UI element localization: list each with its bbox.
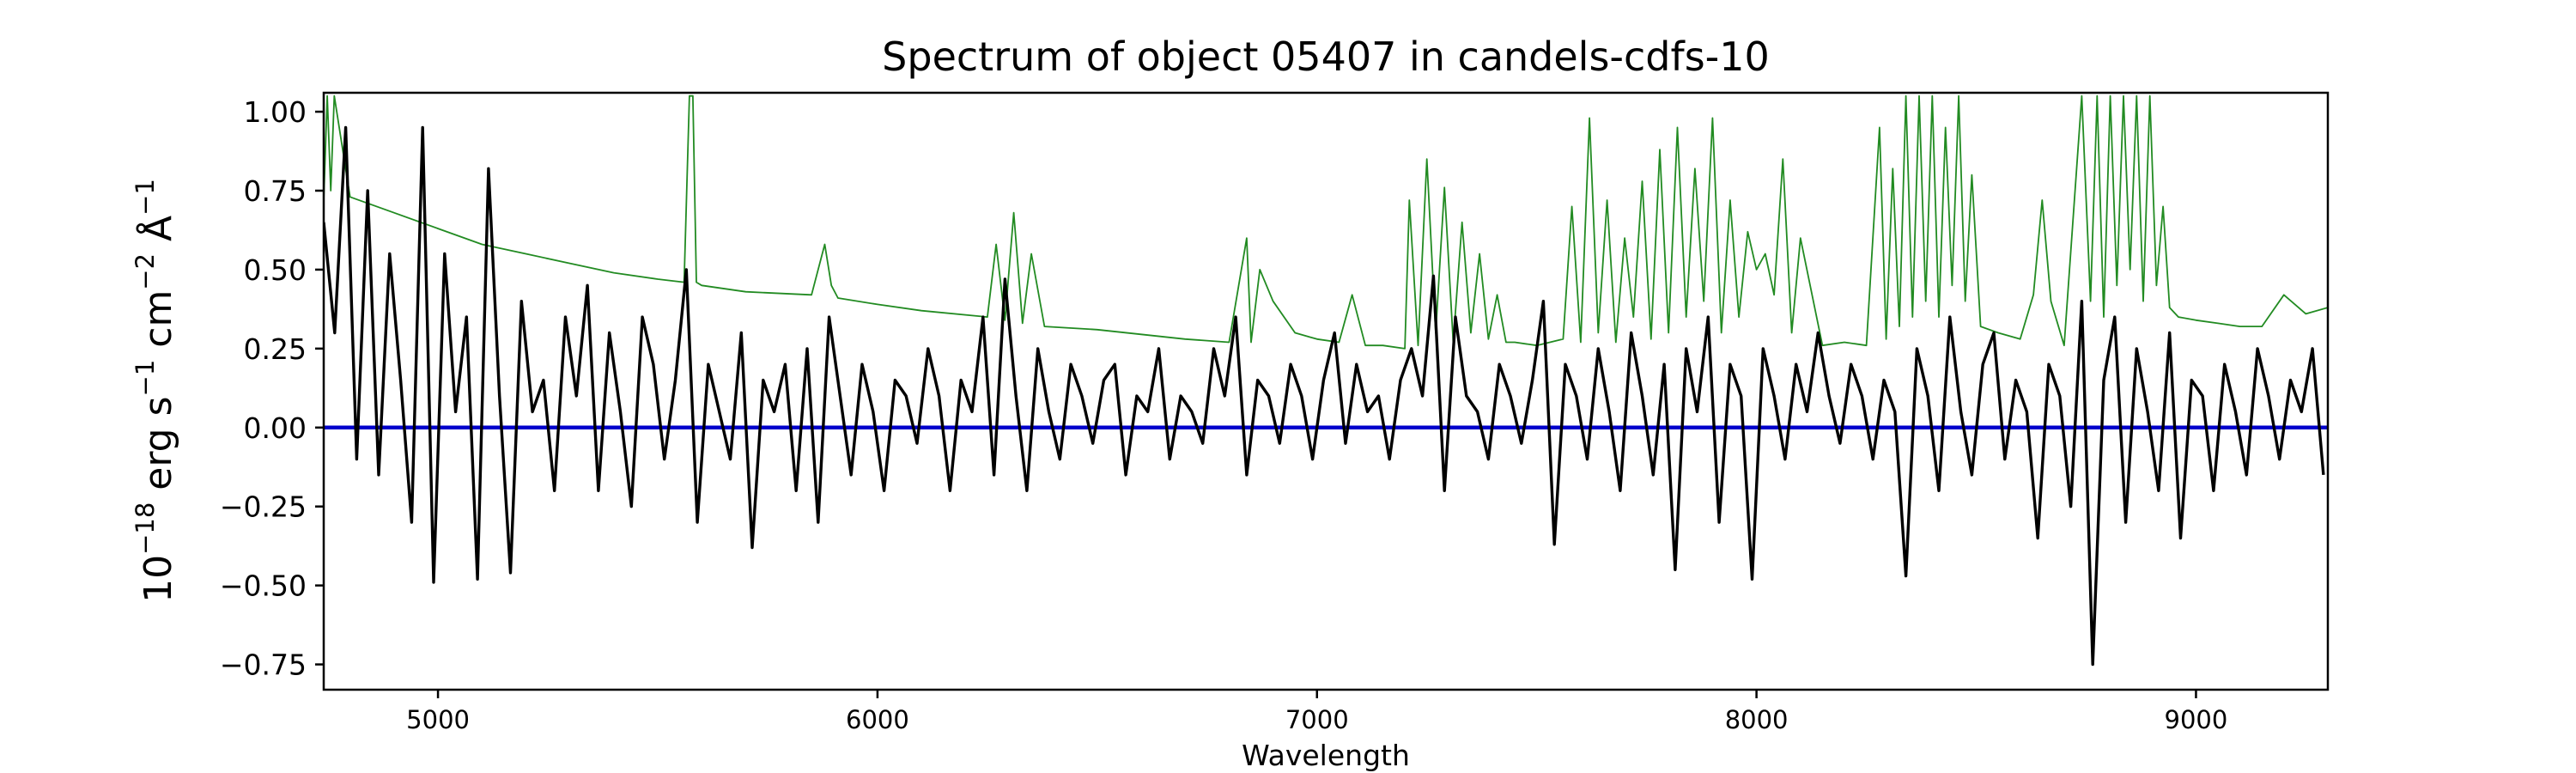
- y-tick-label: −0.50: [220, 569, 307, 603]
- y-tick-label: −0.75: [220, 648, 307, 682]
- x-tick-label: 9000: [2165, 705, 2228, 734]
- y-tick-label: 0.75: [244, 174, 307, 208]
- y-tick-label: 1.00: [244, 95, 307, 129]
- x-axis-ticks: 5000 6000 7000 8000 9000: [406, 690, 2227, 734]
- x-axis-label: Wavelength: [1242, 739, 1410, 772]
- error-series-line: [324, 94, 2328, 350]
- plot-area: [324, 94, 2328, 666]
- flux-series-line: [324, 125, 2325, 666]
- chart-title: Spectrum of object 05407 in candels-cdfs…: [882, 33, 1770, 80]
- y-tick-label: 0.50: [244, 253, 307, 287]
- plot-frame: [322, 91, 2330, 691]
- x-tick-label: 7000: [1285, 705, 1349, 734]
- x-tick-label: 5000: [406, 705, 470, 734]
- y-axis-ticks: −0.75 −0.50 −0.25 0.00 0.25 0.50 0.75 1.00: [220, 95, 324, 682]
- x-tick-label: 6000: [846, 705, 909, 734]
- y-tick-label: 0.25: [244, 332, 307, 366]
- y-tick-label: 0.00: [244, 411, 307, 445]
- y-axis-label: 10−18 erg s−1 cm−2 Å−1: [131, 179, 180, 603]
- y-tick-label: −0.25: [220, 490, 307, 524]
- x-tick-label: 8000: [1725, 705, 1789, 734]
